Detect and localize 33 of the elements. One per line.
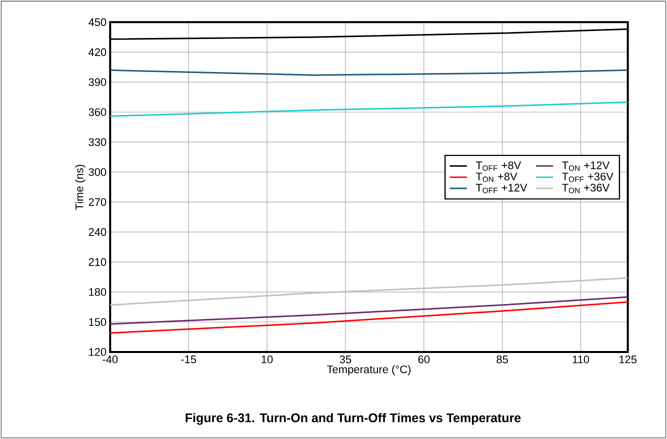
legend-label: T$_{ON}$ +36V xyxy=(562,184,610,194)
line-series xyxy=(110,101,628,117)
line-series xyxy=(110,296,628,325)
x-tick-label: -40 xyxy=(102,355,118,364)
x-axis-title: Temperature (°C) xyxy=(327,365,410,376)
y-tick-label: 300 xyxy=(88,168,106,176)
x-tick-label: 125 xyxy=(619,355,637,364)
y-axis-title: Time (ns) xyxy=(75,164,86,210)
line-series xyxy=(110,301,628,334)
y-tick-label: 450 xyxy=(88,18,106,26)
y-tick-label: 240 xyxy=(88,228,106,236)
legend-label: T$_{ON}$ +12V xyxy=(562,161,610,171)
y-tick-label: 150 xyxy=(89,318,106,326)
y-tick-label: 420 xyxy=(88,48,106,56)
text: Figure 6-31. Turn-On and Turn-Off Times vs Temperature xyxy=(186,413,521,425)
y-tick-label: 330 xyxy=(88,138,106,146)
x-tick-label: 110 xyxy=(572,355,590,364)
y-tick-label: 180 xyxy=(89,288,106,296)
y-tick-label: 120 xyxy=(89,348,106,356)
x-tick-label: 60 xyxy=(418,355,430,364)
x-tick-label: -15 xyxy=(181,355,196,364)
legend-label: T$_{OFF}$ +36V xyxy=(562,172,614,182)
line-series xyxy=(110,277,628,306)
y-tick-label: 210 xyxy=(88,258,106,266)
x-tick-label: 85 xyxy=(496,355,508,364)
legend-label: T$_{OFF}$ +8V xyxy=(476,161,522,171)
x-tick-label: 35 xyxy=(340,355,352,364)
x-tick-label: 10 xyxy=(262,355,273,364)
y-tick-label: 360 xyxy=(88,108,106,116)
legend-label: T$_{OFF}$ +12V xyxy=(476,184,528,194)
y-tick-label: 270 xyxy=(88,198,106,206)
y-tick-label: 390 xyxy=(88,78,106,86)
legend-label: T$_{ON}$ +8V xyxy=(476,172,518,182)
